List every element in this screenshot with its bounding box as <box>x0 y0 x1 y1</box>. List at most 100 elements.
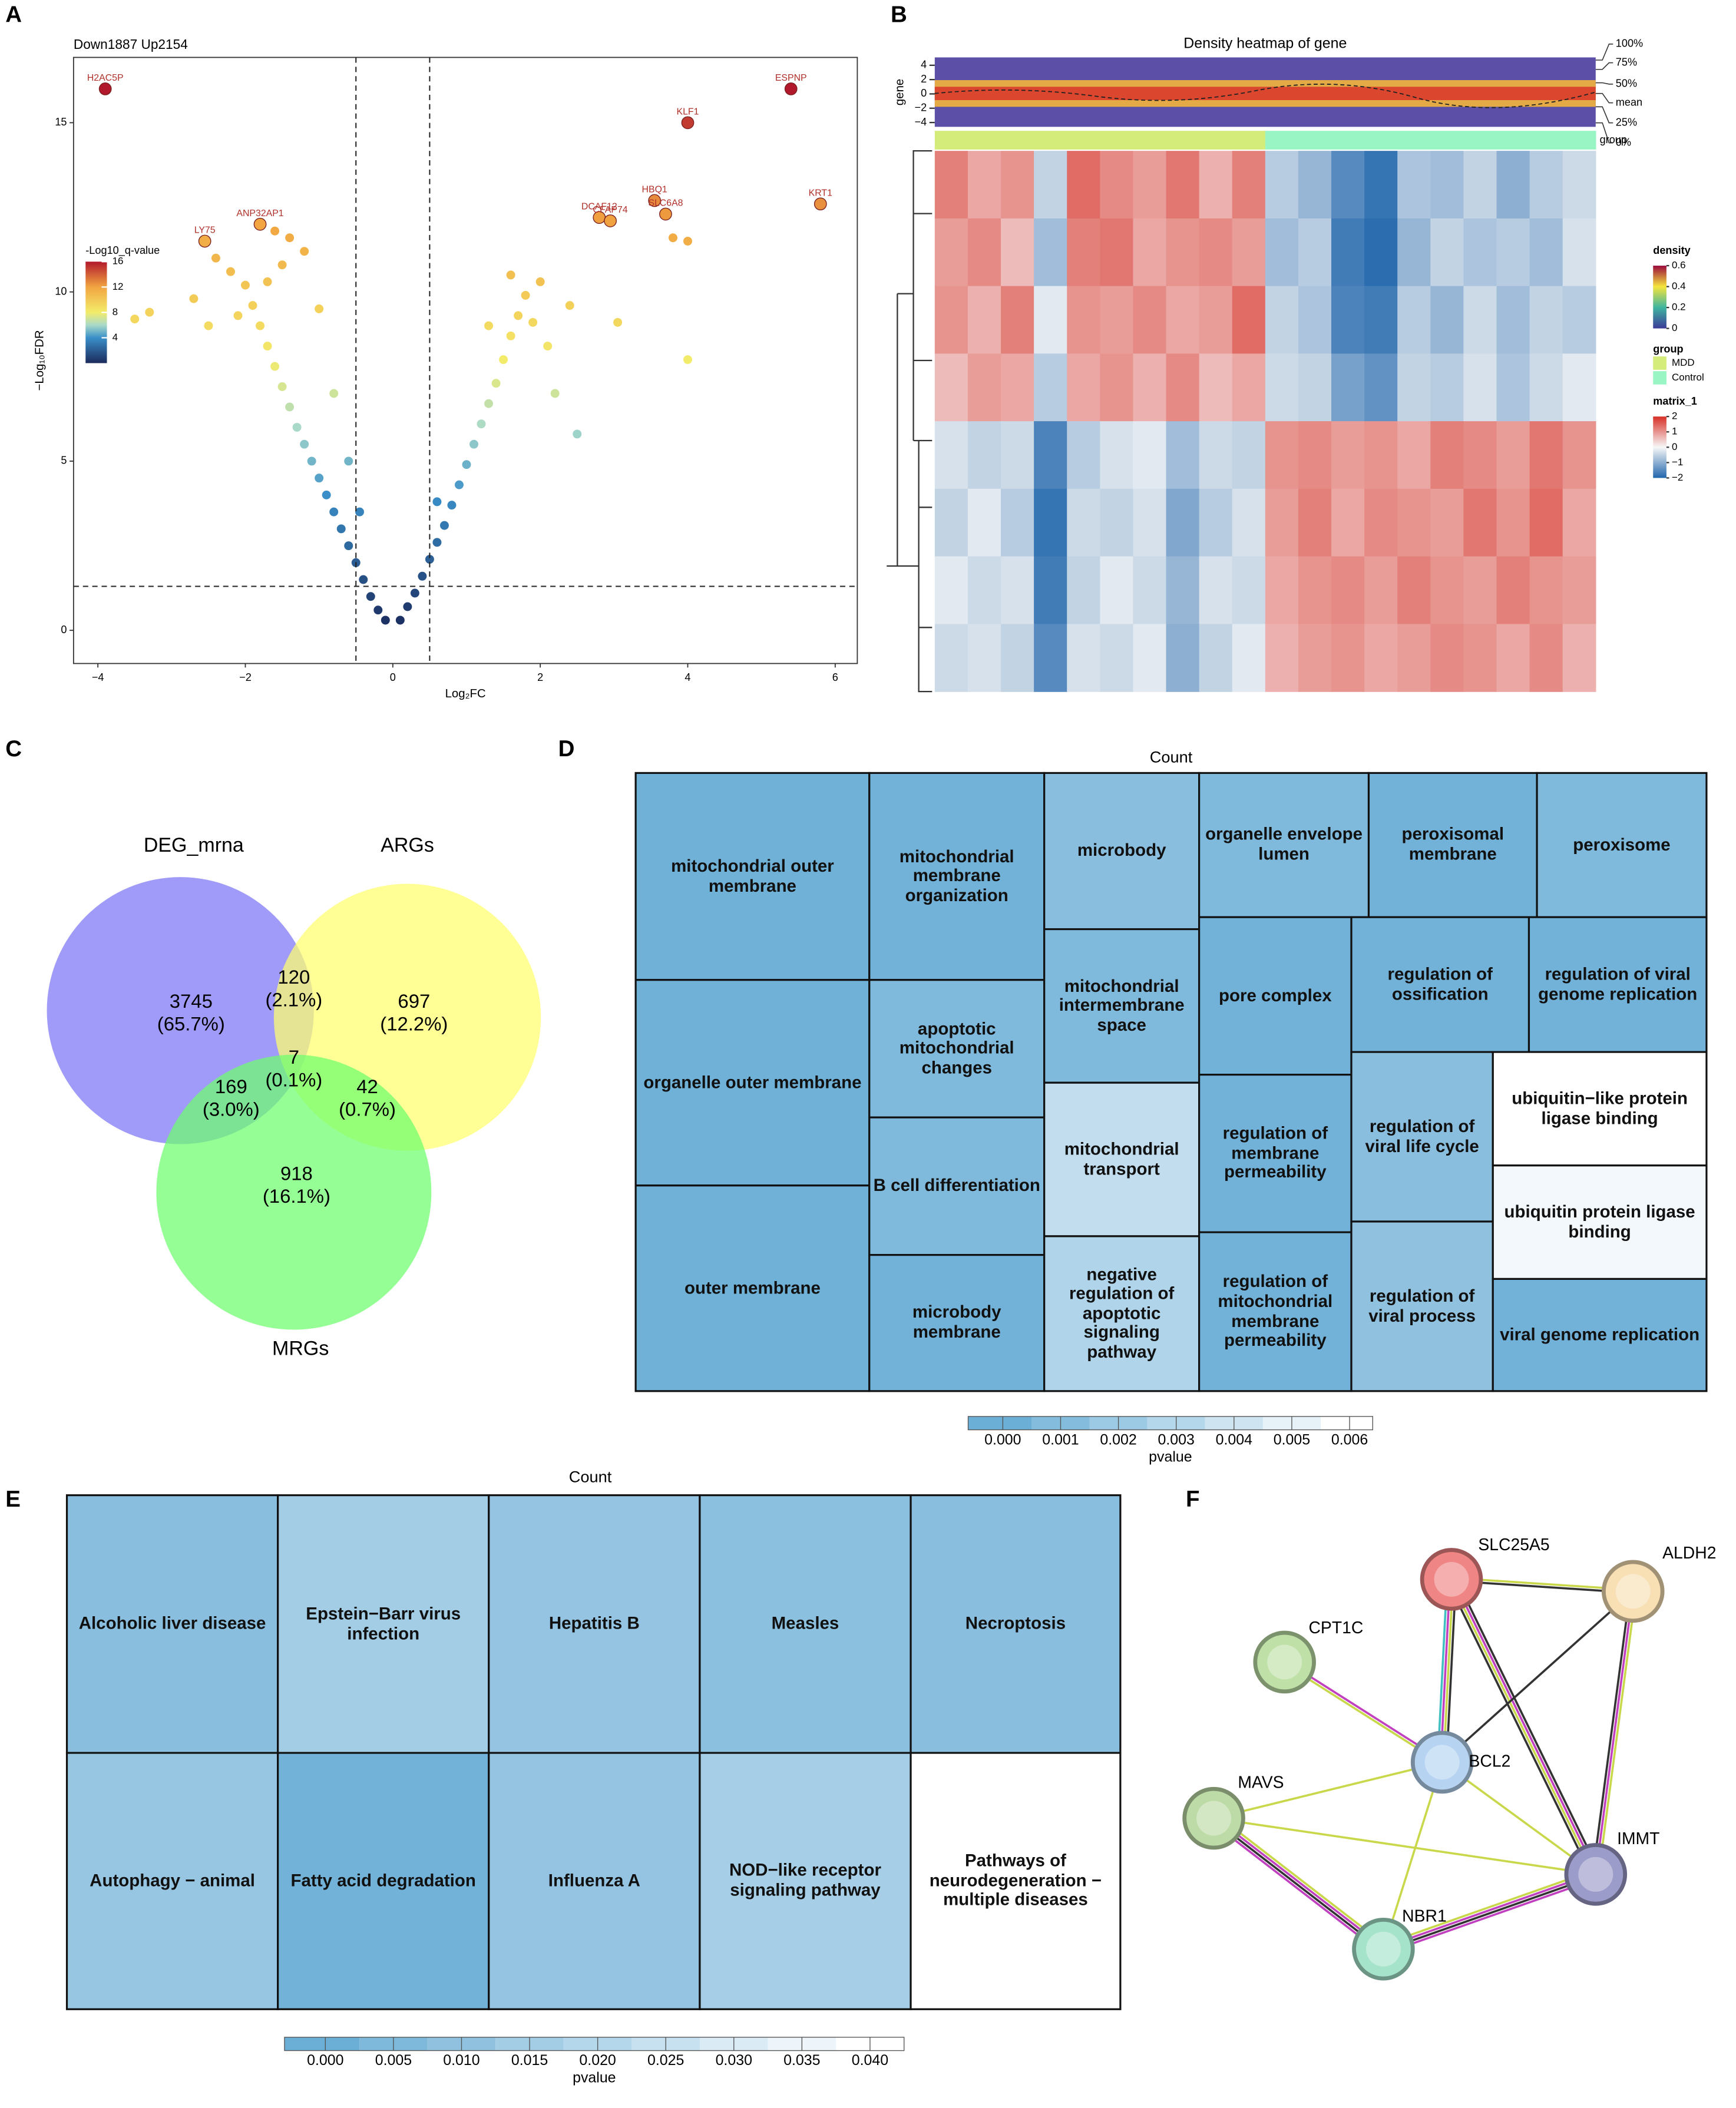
group-cell <box>1067 131 1101 150</box>
network-edge <box>1382 1872 1596 1949</box>
heatmap-cell <box>934 624 968 692</box>
colorbar-tick-label: 0.015 <box>511 2052 548 2069</box>
treemap-tile-text: NOD−like receptor signaling pathway <box>729 1860 881 1900</box>
y-tick-label: 0 <box>61 624 67 636</box>
legend-tick-label: 1 <box>1672 426 1677 437</box>
region-percent: (0.7%) <box>339 1098 396 1120</box>
heatmap-cell <box>1265 421 1299 489</box>
heatmap-cell <box>934 286 968 355</box>
colorbar-tick-label: 0.002 <box>1100 1431 1136 1448</box>
network-edge <box>1213 1761 1443 1819</box>
treemap-tile-text-label: Pathways of neurodegeneration − multiple… <box>929 1850 1102 1910</box>
node-label: SLC25A5 <box>1478 1536 1549 1554</box>
heatmap-cell <box>1430 151 1464 219</box>
heatmap-cell <box>967 218 1001 287</box>
point <box>329 389 339 398</box>
treemap-tile-text: Influenza A <box>548 1870 640 1889</box>
legend-tick-label: 0 <box>1672 322 1677 333</box>
heatmap-cell <box>1232 421 1266 489</box>
quantile-label: 25% <box>1616 116 1637 128</box>
point <box>535 277 545 286</box>
treemap-tile-text-label: Alcoholic liver disease <box>78 1613 266 1633</box>
network-edge <box>1454 1577 1601 1873</box>
chart-title: Down1887 Up2154 <box>74 37 188 52</box>
point <box>211 253 220 263</box>
heatmap-cell <box>1397 421 1431 489</box>
gene-label: KLF1 <box>677 107 699 117</box>
network-edge <box>1210 1821 1381 1954</box>
heatmap-cell <box>1397 286 1431 355</box>
colorbar-step <box>968 1416 1032 1430</box>
heatmap-cell <box>1133 556 1167 625</box>
treemap-tile <box>634 1184 871 1392</box>
gene-point <box>681 116 695 130</box>
treemap-tile-text: ubiquitin protein ligase binding <box>1504 1202 1695 1240</box>
panel-label: A <box>5 2 22 27</box>
point <box>381 615 390 625</box>
point <box>506 270 515 280</box>
point <box>204 321 213 330</box>
point <box>270 226 280 236</box>
heatmap-cell <box>1034 151 1067 219</box>
heatmap-cell <box>1067 624 1101 692</box>
network-node <box>1253 1630 1316 1694</box>
region-count: 169 <box>215 1075 247 1097</box>
heatmap-cell <box>1430 556 1464 625</box>
heatmap-cell <box>1562 151 1596 219</box>
treemap-tile <box>634 772 871 981</box>
treemap-tile <box>1527 916 1708 1053</box>
heatmap-cell <box>1034 624 1067 692</box>
heatmap-cell <box>1067 488 1101 557</box>
quantile-connector <box>1595 106 1613 124</box>
treemap-tile-text-label: viral genome replication <box>1500 1323 1700 1344</box>
heatmap-cell <box>1166 218 1200 287</box>
point <box>145 307 154 317</box>
point <box>454 480 464 489</box>
heatmap-cell <box>1397 353 1431 422</box>
treemap-tile-text-label: regulation of viral genome replication <box>1538 964 1698 1004</box>
quantile-label: 0% <box>1616 136 1631 148</box>
x-tick-label: 6 <box>832 671 838 683</box>
treemap-tile-text-label: Measles <box>771 1613 839 1633</box>
node-inner <box>1615 1574 1651 1609</box>
treemap-tile <box>1492 1164 1708 1280</box>
heatmap-cell <box>967 421 1001 489</box>
gene-point <box>814 197 827 211</box>
treemap-tile <box>488 1494 701 1754</box>
treemap-tile <box>488 1752 701 2010</box>
heatmap-cell <box>1067 353 1101 422</box>
treemap-tile-text-label: regulation of mitochondrial membrane per… <box>1218 1271 1333 1350</box>
heatmap-cell <box>1331 151 1365 219</box>
region-count: 120 <box>277 966 310 988</box>
point <box>469 439 478 449</box>
group-cell <box>1496 131 1530 150</box>
group-cell <box>1100 131 1134 150</box>
heatmap-cell <box>1298 556 1332 625</box>
treemap-tile-text: Measles <box>771 1613 839 1633</box>
heatmap-cell <box>1298 151 1332 219</box>
network-edge <box>1597 1591 1638 1875</box>
point <box>395 615 405 625</box>
density-colorbar <box>1653 266 1666 329</box>
density-axis-label: gene <box>893 79 906 105</box>
heatmap-cell <box>1034 286 1067 355</box>
point <box>263 342 272 351</box>
heatmap-cell <box>1397 556 1431 625</box>
point <box>355 507 364 517</box>
colorbar-title: pvalue <box>1149 1449 1192 1465</box>
heatmap-cell <box>1463 353 1497 422</box>
node-inner <box>1267 1644 1302 1680</box>
gene-point <box>198 234 211 248</box>
heatmap-cell <box>1331 488 1365 557</box>
quantile-connector <box>1595 92 1613 104</box>
point <box>491 379 501 388</box>
heatmap-cell <box>1562 421 1596 489</box>
heatmap-cell <box>1100 286 1134 355</box>
x-axis-label: Log₂FC <box>445 687 486 700</box>
point <box>344 541 353 551</box>
treemap-tile-text-label: NOD−like receptor signaling pathway <box>729 1860 881 1900</box>
heatmap-cell <box>1496 421 1530 489</box>
point <box>683 236 692 246</box>
quantile-connector <box>1595 62 1613 70</box>
